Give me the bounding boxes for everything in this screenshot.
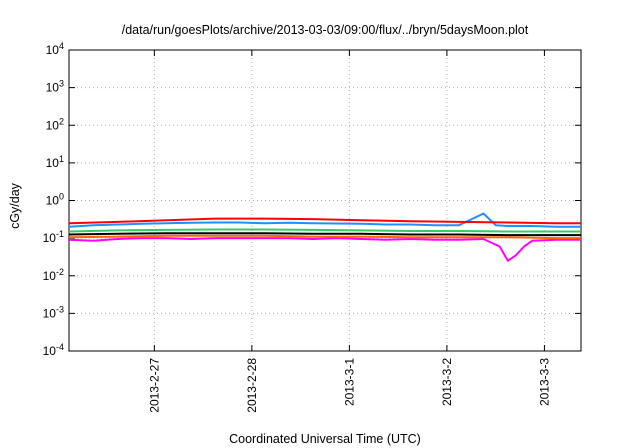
x-tick-label: 2013-2-27 bbox=[147, 358, 161, 413]
y-tick-label: 10-3 bbox=[43, 304, 64, 320]
series-line-5 bbox=[68, 212, 581, 228]
x-axis-label: Coordinated Universal Time (UTC) bbox=[229, 432, 421, 446]
series-line-1 bbox=[68, 237, 581, 262]
chart-title: /data/run/goesPlots/archive/2013-03-03/0… bbox=[122, 23, 529, 37]
series-line-3 bbox=[68, 232, 581, 237]
y-tick-label: 10-1 bbox=[43, 229, 64, 245]
y-tick-label: 103 bbox=[46, 79, 64, 95]
series-line-2 bbox=[68, 234, 581, 240]
x-tick-label: 2013-3-1 bbox=[342, 358, 356, 406]
grid bbox=[69, 50, 581, 351]
series-line-4 bbox=[68, 228, 581, 233]
y-axis-label: cGy/day bbox=[8, 182, 22, 229]
x-tick-label: 2013-2-28 bbox=[245, 358, 259, 413]
y-tick-label: 101 bbox=[46, 154, 64, 170]
y-tick-label: 102 bbox=[46, 116, 64, 132]
x-tick-label: 2013-3-2 bbox=[440, 358, 454, 406]
y-axis-tick-labels: 10-4 10-3 10-2 10-1 100 101 102 103 104 bbox=[43, 41, 64, 358]
y-tick-label: 100 bbox=[46, 192, 64, 208]
y-tick-label: 10-2 bbox=[43, 267, 64, 283]
x-axis-tick-labels: 2013-2-27 2013-2-28 2013-3-1 2013-3-2 2013-3… bbox=[147, 358, 551, 413]
y-tick-label: 104 bbox=[46, 41, 64, 57]
x-tick-label: 2013-3-3 bbox=[537, 358, 551, 406]
y-tick-label: 10-4 bbox=[43, 342, 64, 358]
series-line-6 bbox=[68, 217, 581, 225]
series-group bbox=[68, 212, 581, 262]
